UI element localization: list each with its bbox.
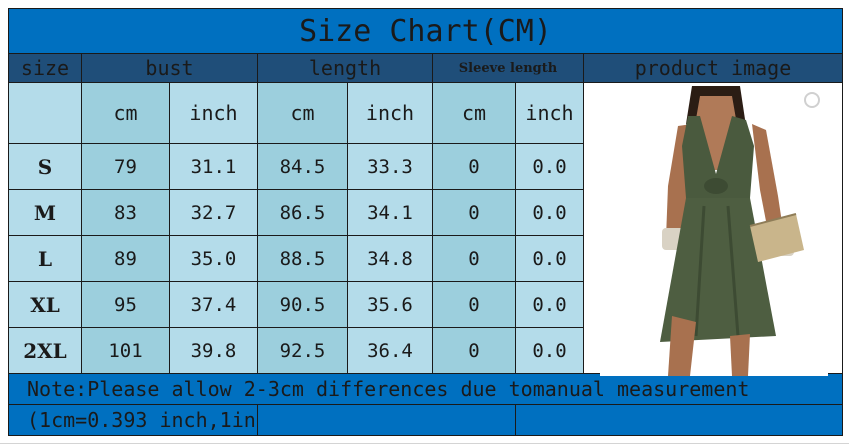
length-inch: 34.1 xyxy=(347,189,433,236)
unit-sleeve-cm: cm xyxy=(432,82,516,144)
sleeve-inch: 0.0 xyxy=(515,327,584,374)
bust-cm: 95 xyxy=(81,281,170,328)
size-label: 2XL xyxy=(8,327,82,374)
bust-inch: 31.1 xyxy=(169,143,258,190)
dress-photo-icon xyxy=(600,86,828,376)
length-cm: 92.5 xyxy=(257,327,348,374)
size-label: S xyxy=(8,143,82,190)
table-row: XL 95 37.4 90.5 35.6 0 0.0 xyxy=(8,281,843,328)
bust-inch: 37.4 xyxy=(169,281,258,328)
bust-cm: 83 xyxy=(81,189,170,236)
header-length: length xyxy=(257,53,433,83)
chart-title: Size Chart(CM) xyxy=(8,8,843,54)
unit-length-inch: inch xyxy=(347,82,433,144)
size-label: XL xyxy=(8,281,82,328)
size-label: M xyxy=(8,189,82,236)
length-cm: 88.5 xyxy=(257,235,348,282)
length-cm: 90.5 xyxy=(257,281,348,328)
sleeve-cm: 0 xyxy=(432,189,516,236)
length-inch: 33.3 xyxy=(347,143,433,190)
header-size: size xyxy=(8,53,82,83)
bust-cm: 101 xyxy=(81,327,170,374)
bust-inch: 32.7 xyxy=(169,189,258,236)
table-row: L 89 35.0 88.5 34.8 0 0.0 xyxy=(8,235,843,282)
unit-sleeve-inch: inch xyxy=(515,82,584,144)
table-row: 2XL 101 39.8 92.5 36.4 0 0.0 xyxy=(8,327,843,374)
unit-blank xyxy=(8,82,82,144)
unit-bust-inch: inch xyxy=(169,82,258,144)
unit-conversion-note: (1cm=0.393 inch,1inch=2.54cm) xyxy=(8,404,258,436)
length-cm: 84.5 xyxy=(257,143,348,190)
sleeve-cm: 0 xyxy=(432,327,516,374)
length-inch: 34.8 xyxy=(347,235,433,282)
unit-bust-cm: cm xyxy=(81,82,170,144)
table-row: S 79 31.1 84.5 33.3 0 0.0 xyxy=(8,143,843,190)
sleeve-inch: 0.0 xyxy=(515,281,584,328)
bust-cm: 79 xyxy=(81,143,170,190)
length-inch: 36.4 xyxy=(347,327,433,374)
header-sleeve-length: Sleeve length xyxy=(432,53,584,83)
sleeve-cm: 0 xyxy=(432,281,516,328)
note-blank-cell xyxy=(257,404,516,436)
length-inch: 35.6 xyxy=(347,281,433,328)
sleeve-inch: 0.0 xyxy=(515,189,584,236)
size-label: L xyxy=(8,235,82,282)
product-image xyxy=(600,86,828,376)
note-blank-cell-2 xyxy=(515,404,843,436)
length-cm: 86.5 xyxy=(257,189,348,236)
unit-length-cm: cm xyxy=(257,82,348,144)
bust-inch: 39.8 xyxy=(169,327,258,374)
sleeve-inch: 0.0 xyxy=(515,143,584,190)
bust-inch: 35.0 xyxy=(169,235,258,282)
sleeve-cm: 0 xyxy=(432,143,516,190)
bust-cm: 89 xyxy=(81,235,170,282)
header-bust: bust xyxy=(81,53,258,83)
header-product-image: product image xyxy=(583,53,843,83)
sleeve-cm: 0 xyxy=(432,235,516,282)
sleeve-inch: 0.0 xyxy=(515,235,584,282)
measurement-note: Note:Please allow 2-3cm differences due … xyxy=(8,373,843,405)
